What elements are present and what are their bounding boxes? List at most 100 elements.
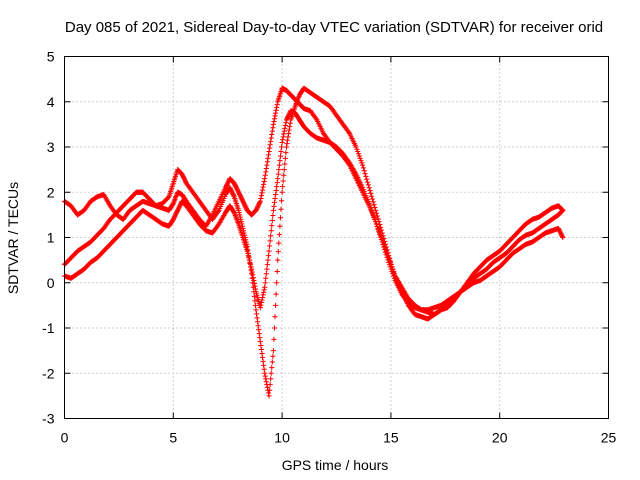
data-point [256, 331, 262, 337]
y-tick-label: -3 [42, 411, 55, 427]
data-point [231, 180, 237, 186]
data-point [259, 297, 265, 303]
data-point [272, 191, 279, 198]
data-point [258, 346, 265, 353]
data-point [256, 202, 262, 208]
data-point [225, 179, 231, 185]
data-point [368, 190, 374, 196]
data-point [269, 359, 275, 365]
data-point [273, 107, 279, 113]
data-point [274, 268, 280, 275]
data-point [286, 111, 292, 117]
data-point [182, 177, 188, 183]
data-point [276, 232, 282, 238]
data-point [384, 254, 390, 260]
data-point [265, 152, 272, 158]
data-point [274, 280, 280, 286]
data-point [269, 128, 275, 134]
data-point [263, 165, 269, 172]
data-point [365, 182, 371, 188]
data-point [236, 190, 242, 196]
y-tick-label: 2 [47, 184, 55, 200]
data-point [275, 249, 281, 255]
data-point [269, 223, 275, 229]
data-point [266, 145, 273, 151]
data-point [556, 228, 563, 234]
data-point [270, 212, 276, 219]
data-point [251, 277, 257, 284]
data-point [249, 269, 255, 275]
data-point [558, 231, 564, 237]
data-point [229, 190, 236, 196]
x-tick-label: 10 [274, 430, 290, 446]
data-point [261, 181, 267, 187]
data-point [261, 178, 267, 185]
data-point [284, 137, 291, 143]
data-point [270, 207, 276, 213]
y-tick-label: -2 [42, 365, 55, 381]
data-point [245, 253, 251, 259]
data-point [255, 204, 261, 210]
data-point [234, 186, 240, 192]
data-point [236, 210, 242, 216]
data-point [237, 193, 243, 199]
data-point [268, 376, 274, 382]
data-point [267, 381, 273, 388]
data-point [238, 194, 244, 200]
data-point [369, 196, 376, 202]
data-point [364, 176, 370, 182]
data-point [264, 384, 271, 390]
data-point [382, 238, 388, 245]
data-point [231, 209, 237, 215]
data-point [238, 195, 244, 201]
data-point [261, 287, 267, 293]
data-point [275, 176, 281, 182]
data-point [275, 171, 281, 177]
data-point [380, 241, 386, 248]
data-point [286, 127, 292, 133]
data-point [268, 228, 274, 234]
data-point [272, 314, 278, 320]
data-point [250, 272, 256, 278]
data-point [389, 268, 395, 275]
data-point [374, 213, 380, 219]
data-point [364, 179, 371, 185]
data-point [278, 206, 284, 212]
data-point [235, 207, 242, 213]
data-point [265, 155, 271, 161]
data-point [172, 213, 178, 219]
data-point [358, 157, 364, 164]
data-point [555, 225, 562, 232]
data-point [279, 139, 285, 146]
data-point [281, 167, 287, 173]
y-tick-label: 3 [47, 139, 55, 155]
data-point [260, 292, 266, 298]
data-point [252, 286, 259, 292]
data-point [253, 311, 260, 317]
data-point [278, 148, 284, 155]
data-point [382, 247, 388, 253]
x-tick-label: 0 [61, 430, 69, 446]
data-point [391, 275, 398, 281]
data-point [270, 125, 276, 131]
data-point [175, 207, 181, 213]
data-point [376, 229, 382, 235]
data-point [277, 215, 284, 221]
data-point [283, 150, 289, 156]
data-point [285, 113, 291, 120]
data-point [261, 362, 267, 368]
data-point [377, 234, 384, 240]
data-point [258, 342, 264, 349]
data-point [227, 185, 233, 191]
data-point [355, 151, 362, 157]
data-point [272, 113, 278, 119]
data-point [239, 196, 245, 202]
data-point [272, 302, 279, 308]
data-point [266, 393, 272, 399]
data-point [281, 172, 287, 178]
data-point [259, 190, 265, 196]
data-point [559, 232, 565, 238]
data-point [235, 189, 242, 195]
